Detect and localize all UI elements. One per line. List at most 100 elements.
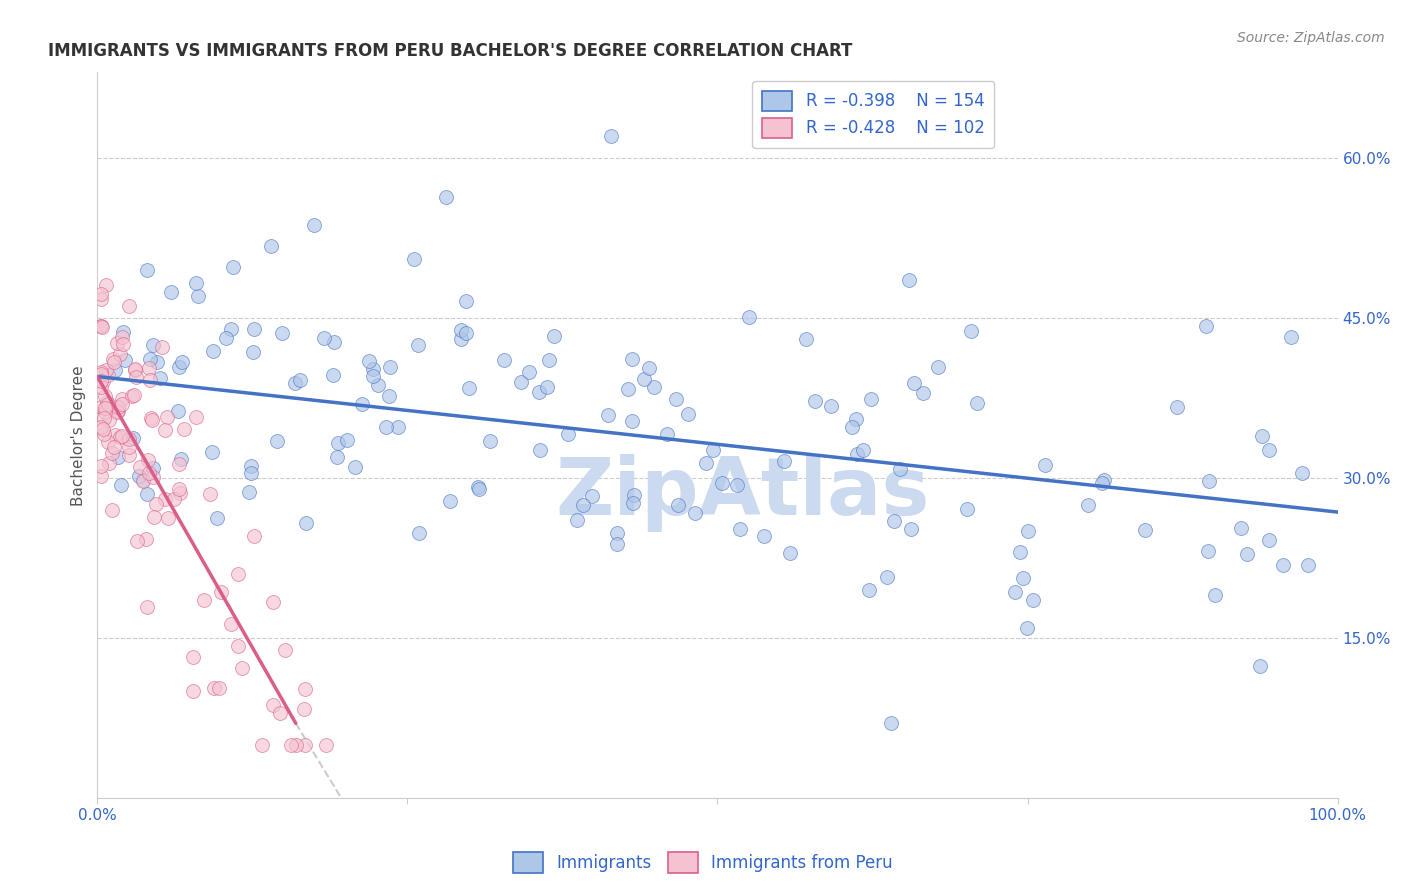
Point [725, 478, 748, 492]
Point [666, 499, 689, 513]
Point [90, 365, 112, 379]
Point [90, 400, 112, 414]
Point [90, 368, 112, 382]
Point [98, 412, 121, 426]
Point [96, 278, 118, 293]
Point [852, 442, 875, 457]
Point [1008, 544, 1031, 558]
Point [90, 319, 112, 334]
Point [118, 299, 141, 313]
Point [135, 487, 157, 501]
Point [262, 595, 284, 609]
Point [90, 318, 112, 333]
Point [91, 320, 114, 334]
Point [581, 489, 603, 503]
Point [167, 404, 190, 418]
Point [150, 340, 173, 354]
Point [408, 526, 430, 541]
Point [1249, 658, 1271, 673]
Point [927, 360, 949, 375]
Point [153, 491, 176, 506]
Text: ZipAtlas: ZipAtlas [555, 454, 929, 533]
Point [1092, 473, 1115, 487]
Point [374, 420, 396, 434]
Point [243, 321, 266, 335]
Point [1271, 558, 1294, 572]
Point [1236, 547, 1258, 561]
Point [468, 482, 491, 496]
Point [292, 702, 315, 716]
Point [529, 443, 551, 458]
Point [606, 526, 628, 541]
Point [209, 585, 232, 599]
Point [567, 513, 589, 527]
Point [104, 427, 127, 442]
Point [1197, 544, 1219, 558]
Point [118, 448, 141, 462]
Point [571, 498, 593, 512]
Point [271, 326, 294, 341]
Point [112, 326, 135, 340]
Point [804, 393, 827, 408]
Point [184, 410, 207, 425]
Point [1258, 442, 1281, 457]
Point [129, 459, 152, 474]
Point [90, 380, 112, 394]
Point [142, 460, 165, 475]
Point [91, 422, 114, 436]
Point [238, 485, 260, 500]
Point [897, 273, 920, 287]
Point [343, 459, 366, 474]
Point [136, 600, 159, 615]
Point [1022, 593, 1045, 607]
Point [367, 378, 389, 392]
Point [1017, 524, 1039, 538]
Point [439, 493, 461, 508]
Point [138, 467, 160, 481]
Point [387, 420, 409, 434]
Point [1204, 588, 1226, 602]
Point [966, 396, 988, 410]
Point [1195, 319, 1218, 334]
Point [90, 469, 112, 483]
Point [118, 440, 141, 454]
Point [633, 372, 655, 386]
Point [167, 360, 190, 375]
Point [859, 392, 882, 406]
Point [114, 352, 136, 367]
Point [141, 413, 163, 427]
Point [139, 351, 162, 366]
Point [110, 346, 132, 360]
Point [97, 435, 120, 450]
Point [266, 434, 288, 449]
Point [187, 289, 209, 303]
Point [1077, 498, 1099, 512]
Point [228, 639, 250, 653]
Point [97, 368, 120, 383]
Point [90, 375, 112, 389]
Point [207, 511, 229, 525]
Point [90, 287, 112, 301]
Point [903, 376, 925, 391]
Point [156, 410, 179, 425]
Point [105, 405, 128, 419]
Point [326, 450, 349, 465]
Point [240, 466, 263, 480]
Point [285, 738, 308, 752]
Point [1279, 330, 1302, 344]
Point [1004, 584, 1026, 599]
Point [200, 487, 222, 501]
Point [1296, 558, 1319, 573]
Point [94, 363, 117, 377]
Point [678, 407, 700, 421]
Point [336, 433, 359, 447]
Point [621, 414, 644, 428]
Point [322, 368, 344, 382]
Point [193, 593, 215, 607]
Point [142, 337, 165, 351]
Point [655, 427, 678, 442]
Point [728, 522, 751, 536]
Point [315, 738, 337, 752]
Point [357, 354, 380, 368]
Point [96, 395, 118, 409]
